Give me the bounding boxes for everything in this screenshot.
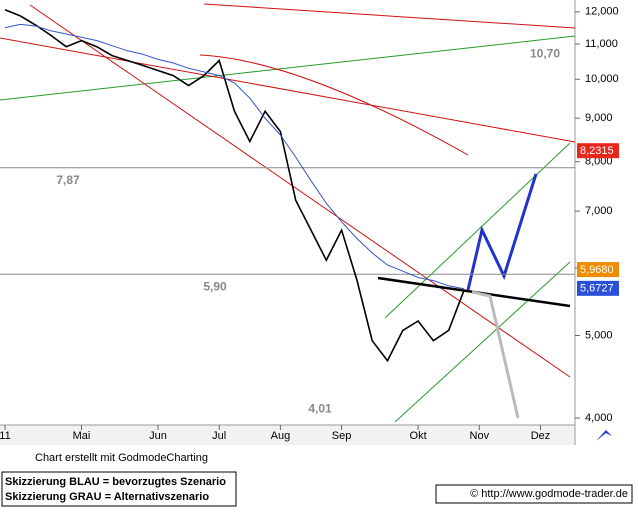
- channel-line: [384, 142, 571, 319]
- source-box: [435, 484, 633, 504]
- scenario-gray: [471, 290, 520, 419]
- y-tick-label: 9,000: [585, 112, 613, 124]
- credit: Chart erstellt mit GodmodeCharting: [35, 452, 208, 464]
- price-marker: [577, 143, 619, 159]
- trend-line: [203, 3, 576, 29]
- price-line: [4, 8, 465, 363]
- y-tick-label: 10,000: [585, 73, 619, 85]
- x-tick-label: Jun: [149, 430, 167, 442]
- y-tick-label: 4,000: [585, 412, 613, 424]
- x-tick-label: Mai: [73, 430, 91, 442]
- price-marker-label: 5,9680: [580, 264, 614, 276]
- scenario-blue: [466, 173, 538, 291]
- annotation: 10,70: [530, 46, 560, 60]
- channel-line: [394, 261, 571, 423]
- annotation: 4,01: [308, 401, 332, 415]
- trend-line: [0, 37, 576, 143]
- y-tick-label: 7,000: [585, 205, 613, 217]
- y-tick-label: 5,000: [585, 329, 613, 341]
- note: Skizzierung GRAU = Alternativszenario: [5, 491, 209, 503]
- source: © http://www.godmode-trader.de: [470, 488, 628, 500]
- x-tick-label: Nov: [470, 430, 490, 442]
- y-tick-label: 8,000: [585, 156, 613, 168]
- trend-line: [0, 35, 576, 101]
- level-label: 5,90: [203, 279, 227, 293]
- x-tick-label: 11: [0, 430, 11, 442]
- x-axis-band: [0, 425, 575, 445]
- level-label: 7,87: [56, 173, 80, 187]
- y-tick-label: 12,000: [585, 6, 619, 18]
- trend-line: [29, 4, 571, 378]
- price-marker: [577, 262, 619, 278]
- x-tick-label: Sep: [332, 430, 352, 442]
- notes-box: [1, 471, 237, 507]
- x-tick-label: Dez: [531, 430, 551, 442]
- price-marker-label: 5,6727: [580, 283, 614, 295]
- price-marker-label: 8,2315: [580, 145, 614, 157]
- x-tick-label: Jul: [212, 430, 226, 442]
- trend-line: [199, 54, 469, 156]
- price-marker: [577, 280, 619, 296]
- price-line: [4, 23, 465, 290]
- x-tick-label: Okt: [410, 430, 427, 442]
- y-tick-label: 11,000: [585, 38, 618, 50]
- logo-icon: [596, 430, 612, 441]
- x-tick-label: Aug: [271, 430, 291, 442]
- note: Skizzierung BLAU = bevorzugtes Szenario: [5, 476, 226, 488]
